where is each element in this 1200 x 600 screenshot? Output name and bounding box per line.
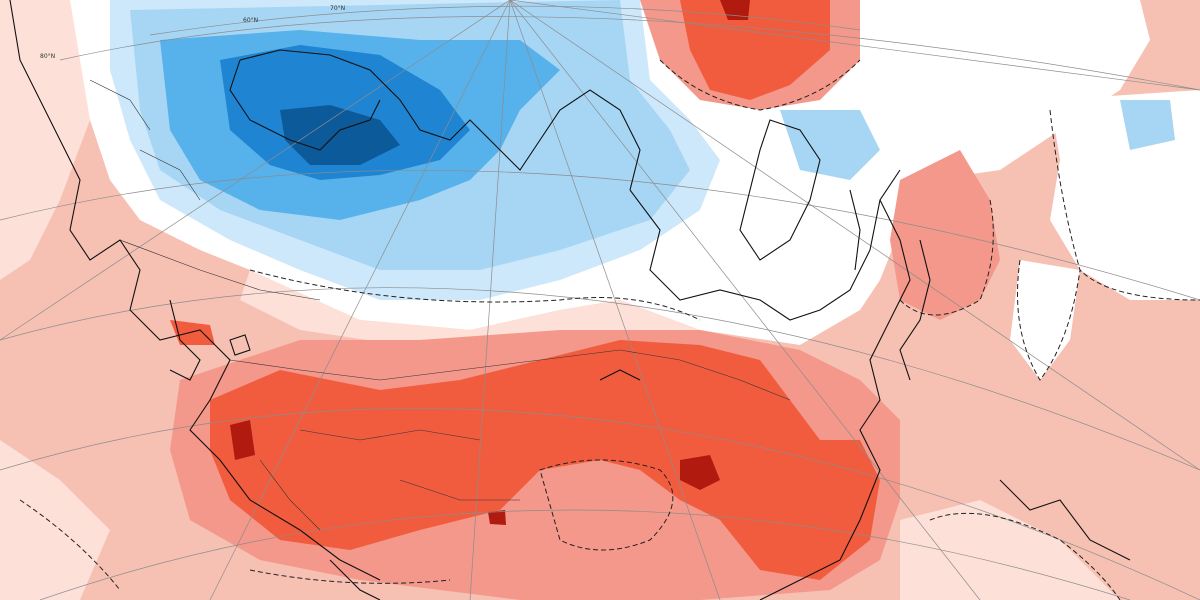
coastline-scandinavia xyxy=(229,59,381,151)
contour-east-lower xyxy=(1017,259,1081,381)
meridian-5 xyxy=(509,0,981,600)
coastline-arctic xyxy=(239,49,641,191)
border-6 xyxy=(259,459,321,531)
pale-region-west xyxy=(0,0,90,280)
coastline-icon xyxy=(9,0,1131,600)
border-3 xyxy=(299,429,481,441)
coastline-india xyxy=(329,559,381,600)
cool-light-far-east xyxy=(1120,100,1175,150)
country-borders xyxy=(89,79,791,531)
contour-east-zero xyxy=(1049,109,1200,301)
contour-south xyxy=(249,569,451,584)
coastline-east-asia xyxy=(759,199,911,600)
meridian-4 xyxy=(509,0,721,600)
coastline-aral xyxy=(229,334,251,356)
latitude-label-70: 70°N xyxy=(330,5,345,12)
contour-north-zero xyxy=(249,269,701,321)
border-4 xyxy=(619,349,791,401)
border-8 xyxy=(89,79,151,131)
contour-southwest xyxy=(19,499,121,591)
warm-extreme-west xyxy=(230,420,255,460)
contour-icon xyxy=(19,59,1200,600)
latitude-circle-60 xyxy=(0,169,1200,301)
coastline-sakhalin xyxy=(849,189,861,271)
warm-strong-small-west xyxy=(170,320,215,345)
cool-regions xyxy=(110,0,1175,300)
contour-northeast xyxy=(659,59,861,111)
border-5 xyxy=(399,479,520,501)
coastline-kamchatka xyxy=(739,119,821,261)
meridian-2 xyxy=(209,0,511,600)
coastline-japan xyxy=(899,239,931,381)
warm-extreme-east-china xyxy=(680,455,720,490)
coastline-alaska xyxy=(999,479,1131,561)
latitude-circle-40 xyxy=(0,408,1200,600)
coastline-caspian xyxy=(169,299,201,381)
coastline-lake-baikal xyxy=(599,369,641,381)
latitude-circle-50 xyxy=(0,287,1200,471)
latitude-circle-80 xyxy=(149,5,861,36)
meridian-1 xyxy=(0,0,511,341)
latitude-circle-70 xyxy=(59,16,1200,91)
neutral-region-east-lower xyxy=(1010,260,1080,380)
meridian-6 xyxy=(509,0,1200,471)
border-1 xyxy=(119,239,321,301)
pale-region-southeast xyxy=(900,500,1120,600)
coastline-europe-west xyxy=(9,0,381,581)
contour-tibet xyxy=(539,459,674,551)
cool-light-east xyxy=(780,110,880,180)
coastline-siberia xyxy=(629,169,901,321)
latitude-labels: 80°N 70°N 60°N xyxy=(40,5,345,60)
latitude-circle-30 xyxy=(39,509,1131,600)
warm-strong-central-asia xyxy=(210,340,880,580)
warm-extreme-tibet xyxy=(488,510,506,525)
latitude-label-60: 60°N xyxy=(243,17,258,24)
latitude-label-80: 80°N xyxy=(40,53,55,60)
border-2 xyxy=(229,349,621,381)
meridian-7 xyxy=(509,0,1200,91)
contour-southeast xyxy=(929,512,1121,600)
pale-region-southwest xyxy=(0,440,110,600)
border-7 xyxy=(139,149,201,201)
contour-sea xyxy=(899,199,994,316)
